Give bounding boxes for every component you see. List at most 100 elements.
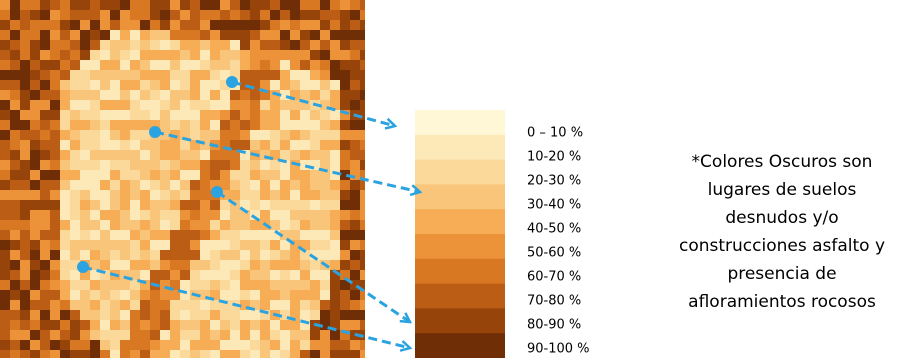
raster-cell [10, 300, 20, 310]
raster-cell [230, 260, 240, 270]
raster-cell [140, 330, 150, 340]
raster-cell [20, 110, 30, 120]
raster-cell [170, 20, 180, 30]
raster-cell [110, 130, 120, 140]
raster-cell [70, 310, 80, 320]
raster-cell [210, 30, 220, 40]
raster-cell [290, 10, 300, 20]
raster-cell [140, 20, 150, 30]
raster-cell [180, 20, 190, 30]
note-line: afloramientos rocosos [688, 292, 876, 312]
raster-cell [40, 190, 50, 200]
raster-cell [250, 340, 260, 350]
raster-cell [90, 80, 100, 90]
raster-cell [80, 40, 90, 50]
raster-cell [70, 90, 80, 100]
raster-cell [190, 260, 200, 270]
raster-cell [60, 350, 70, 358]
raster-cell [220, 250, 230, 260]
raster-cell [180, 200, 190, 210]
raster-cell [270, 250, 280, 260]
raster-cell [150, 80, 160, 90]
raster-cell [340, 100, 350, 110]
raster-cell [10, 270, 20, 280]
legend: 0 – 10 %10-20 %20-30 %30-40 %40-50 %50-6… [415, 110, 590, 358]
raster-cell [240, 170, 250, 180]
raster-cell [130, 30, 140, 40]
raster-cell [60, 140, 70, 150]
raster-cell [160, 200, 170, 210]
raster-cell [30, 250, 40, 260]
raster-cell [350, 180, 360, 190]
raster-cell [50, 330, 60, 340]
raster-cell [230, 120, 240, 130]
raster-cell [280, 210, 290, 220]
raster-cell [0, 280, 10, 290]
raster-cell [240, 10, 250, 20]
raster-cell [30, 200, 40, 210]
raster-cell [180, 340, 190, 350]
raster-cell [130, 110, 140, 120]
raster-cell [340, 350, 350, 358]
raster-cell [10, 60, 20, 70]
raster-cell [20, 30, 30, 40]
raster-cell [10, 120, 20, 130]
raster-cell [50, 90, 60, 100]
raster-cell [330, 200, 340, 210]
raster-cell [320, 0, 330, 10]
raster-cell [220, 10, 230, 20]
raster-cell [240, 320, 250, 330]
raster-cell [20, 280, 30, 290]
raster-cell [260, 210, 270, 220]
raster-cell [140, 220, 150, 230]
raster-cell [200, 90, 210, 100]
raster-cell [330, 120, 340, 130]
raster-cell [240, 30, 250, 40]
raster-cell [140, 90, 150, 100]
raster-cell [20, 130, 30, 140]
raster-cell [190, 90, 200, 100]
raster-cell [150, 250, 160, 260]
raster-cell [140, 70, 150, 80]
raster-cell [350, 130, 360, 140]
raster-cell [130, 300, 140, 310]
raster-cell [190, 20, 200, 30]
raster-cell [340, 10, 350, 20]
raster-cell [110, 10, 120, 20]
raster-cell [80, 180, 90, 190]
raster-cell [280, 280, 290, 290]
raster-cell [30, 320, 40, 330]
raster-cell [150, 290, 160, 300]
raster-cell [90, 160, 100, 170]
raster-cell [100, 150, 110, 160]
raster-cell [260, 30, 270, 40]
raster-cell [210, 260, 220, 270]
raster-cell [340, 320, 350, 330]
raster-cell [10, 320, 20, 330]
raster-cell [270, 350, 280, 358]
raster-cell [130, 170, 140, 180]
raster-cell [240, 340, 250, 350]
raster-cell [20, 70, 30, 80]
raster-cell [30, 80, 40, 90]
raster-cell [290, 350, 300, 358]
raster-cell [160, 180, 170, 190]
raster-cell [280, 330, 290, 340]
raster-cell [70, 250, 80, 260]
raster-cell [350, 90, 360, 100]
raster-cell [210, 170, 220, 180]
raster-cell [60, 170, 70, 180]
raster-cell [220, 40, 230, 50]
raster-cell [120, 220, 130, 230]
raster-cell [40, 110, 50, 120]
raster-cell [140, 120, 150, 130]
raster-cell [70, 180, 80, 190]
raster-cell [190, 280, 200, 290]
raster-cell [20, 80, 30, 90]
raster-cell [210, 70, 220, 80]
raster-cell [280, 350, 290, 358]
raster-cell [230, 60, 240, 70]
raster-cell [340, 340, 350, 350]
raster-cell [330, 210, 340, 220]
raster-cell [200, 310, 210, 320]
